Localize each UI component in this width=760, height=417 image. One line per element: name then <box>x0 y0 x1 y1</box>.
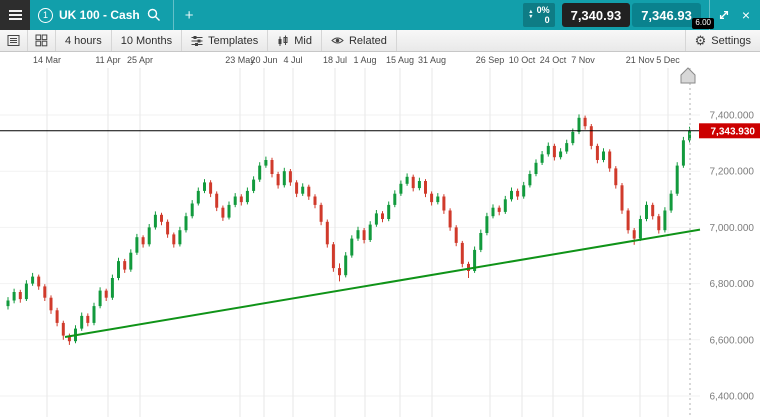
chart-toolbar: 4 hours 10 Months Templates Mid Related … <box>0 30 760 52</box>
svg-text:1 Aug: 1 Aug <box>353 55 376 65</box>
svg-text:7,000.000: 7,000.000 <box>710 223 755 234</box>
settings-label: Settings <box>711 34 751 47</box>
svg-text:10 Oct: 10 Oct <box>509 55 536 65</box>
tab-separator <box>172 0 174 30</box>
related-label: Related <box>348 34 387 47</box>
trendline[interactable] <box>64 228 701 338</box>
instrument-title: UK 100 - Cash <box>59 8 140 22</box>
price-chart-canvas[interactable]: 7,400.000 7,200.000 7,000.000 6,800.000 6,60… <box>0 52 760 417</box>
add-tab-button[interactable]: + <box>184 6 194 24</box>
svg-text:23 May: 23 May <box>225 55 255 65</box>
window-controls-separator <box>708 0 710 30</box>
grid-icon <box>35 34 48 47</box>
expand-icon[interactable] <box>710 9 738 21</box>
svg-text:20 Jun: 20 Jun <box>250 55 277 65</box>
annotation-marker-icon[interactable] <box>680 67 696 84</box>
svg-text:21 Nov: 21 Nov <box>626 55 655 65</box>
range-dropdown[interactable]: 10 Months <box>112 30 183 51</box>
range-label: 10 Months <box>120 34 173 47</box>
svg-text:4 Jul: 4 Jul <box>283 55 302 65</box>
svg-text:15 Aug: 15 Aug <box>386 55 414 65</box>
svg-text:7,343.930: 7,343.930 <box>711 126 756 137</box>
price-axis[interactable]: 7,400.000 7,200.000 7,000.000 6,800.000 6,60… <box>0 111 754 403</box>
svg-text:7,400.000: 7,400.000 <box>710 111 755 122</box>
svg-text:7,200.000: 7,200.000 <box>710 167 755 178</box>
close-icon[interactable]: × <box>741 7 750 23</box>
main-menu-button[interactable] <box>0 0 30 30</box>
templates-label: Templates <box>208 34 259 47</box>
change-arrows-icon: ▲ ▼ <box>528 8 534 20</box>
svg-text:11 Apr: 11 Apr <box>95 55 120 65</box>
svg-text:24 Oct: 24 Oct <box>540 55 567 65</box>
eye-icon <box>331 37 344 44</box>
chart-number-badge: 1 <box>38 7 53 23</box>
candlestick-series <box>6 114 691 345</box>
svg-text:5 Dec: 5 Dec <box>656 55 680 65</box>
layout-grid-button[interactable] <box>28 30 56 51</box>
buy-button[interactable]: 7,346.93 <box>632 3 701 27</box>
svg-text:7 Nov: 7 Nov <box>571 55 595 65</box>
search-icon[interactable] <box>147 8 161 22</box>
hamburger-icon <box>8 10 22 20</box>
svg-text:25 Apr: 25 Apr <box>127 55 153 65</box>
sliders-icon <box>191 35 203 46</box>
price-type-dropdown[interactable]: Mid <box>268 30 322 51</box>
svg-text:6,400.000: 6,400.000 <box>710 392 755 403</box>
svg-text:26 Sep: 26 Sep <box>476 55 505 65</box>
svg-text:6,600.000: 6,600.000 <box>710 335 755 346</box>
chart-list-button[interactable] <box>0 30 28 51</box>
svg-text:18 Jul: 18 Jul <box>323 55 347 65</box>
daily-change-badge: ▲ ▼ 0% 0 <box>523 2 555 28</box>
sell-button[interactable]: 7,340.93 <box>561 3 631 27</box>
svg-text:6,800.000: 6,800.000 <box>710 279 755 290</box>
spread-tag: 6.00 <box>692 18 714 29</box>
list-panel-icon <box>7 35 20 46</box>
change-value: 0 <box>544 15 550 25</box>
gear-icon: ⚙ <box>694 33 707 48</box>
svg-text:14 Mar: 14 Mar <box>33 55 61 65</box>
interval-dropdown[interactable]: 4 hours <box>56 30 112 51</box>
svg-text:31 Aug: 31 Aug <box>418 55 446 65</box>
settings-button[interactable]: ⚙ Settings <box>684 30 760 51</box>
chart-area[interactable]: 7,400.000 7,200.000 7,000.000 6,800.000 6,60… <box>0 52 760 417</box>
change-percent: 0% <box>536 4 550 15</box>
interval-label: 4 hours <box>65 34 102 47</box>
templates-button[interactable]: Templates <box>182 30 269 51</box>
topbar: 1 UK 100 - Cash + ▲ ▼ 0% 0 7,340.93 7,34… <box>0 0 760 30</box>
price-type-label: Mid <box>294 34 312 47</box>
related-dropdown[interactable]: Related <box>322 30 397 51</box>
candlestick-icon <box>278 35 288 46</box>
current-price-tag: 7,343.930 <box>699 123 760 139</box>
